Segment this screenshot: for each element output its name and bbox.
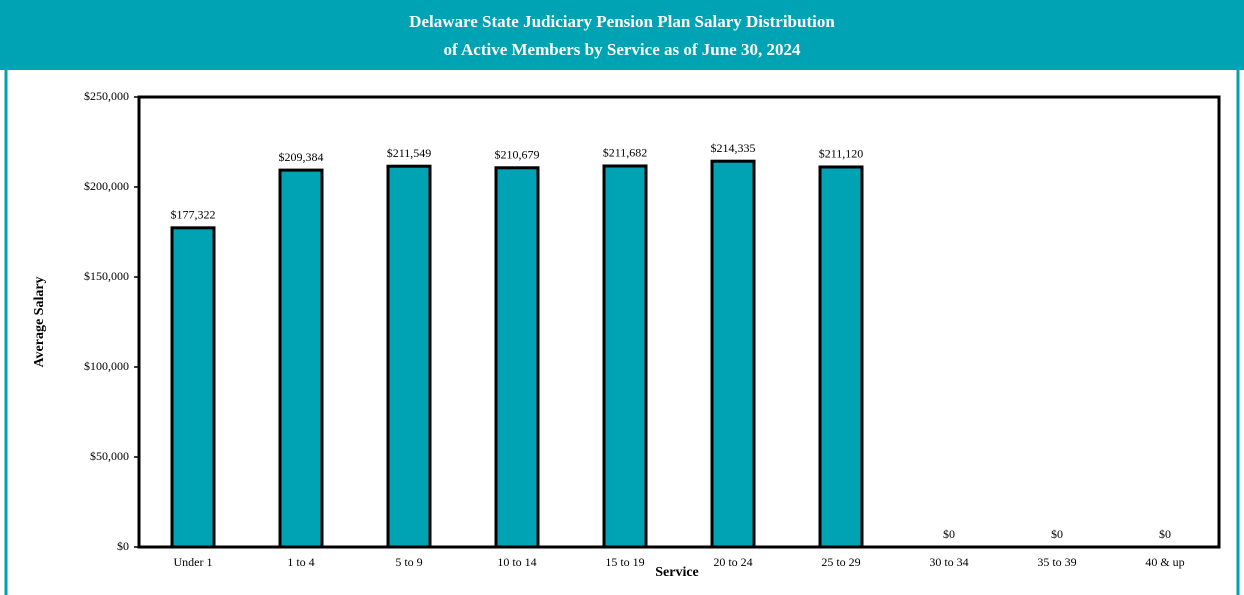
- value-label: $214,335: [711, 141, 756, 155]
- value-label: $211,549: [387, 146, 432, 160]
- y-tick-label: $100,000: [84, 359, 129, 373]
- chart-title: of Active Members by Service as of June …: [444, 40, 801, 59]
- y-axis-title: Average Salary: [32, 276, 47, 367]
- bar: [602, 164, 648, 549]
- plot-frame: [137, 95, 1221, 549]
- y-tick-label: $0: [117, 539, 129, 553]
- value-label: $211,682: [603, 146, 648, 160]
- x-tick-label: 20 to 24: [713, 555, 752, 569]
- x-tick-label: 1 to 4: [287, 555, 314, 569]
- y-tick-label: $250,000: [84, 89, 129, 103]
- chart-title: Delaware State Judiciary Pension Plan Sa…: [409, 12, 835, 31]
- bar: [386, 164, 432, 549]
- x-tick-label: 40 & up: [1145, 555, 1184, 569]
- x-tick-label: 30 to 34: [929, 555, 968, 569]
- bar: [494, 166, 540, 549]
- x-tick-label: 10 to 14: [497, 555, 536, 569]
- bar: [278, 168, 324, 549]
- x-tick-label: 15 to 19: [605, 555, 644, 569]
- bar: [710, 159, 756, 549]
- value-label: $209,384: [279, 150, 324, 164]
- header-band: [0, 0, 1244, 70]
- x-axis-title: Service: [655, 565, 699, 580]
- y-tick-label: $150,000: [84, 269, 129, 283]
- value-label: $0: [1159, 527, 1171, 541]
- x-tick-label: 5 to 9: [395, 555, 422, 569]
- x-tick-label: Under 1: [174, 555, 213, 569]
- value-label: $211,120: [819, 147, 864, 161]
- frame: [4, 0, 1240, 595]
- value-label: $210,679: [495, 148, 540, 162]
- y-tick-label: $200,000: [84, 179, 129, 193]
- value-label: $0: [943, 527, 955, 541]
- x-tick-label: 25 to 29: [821, 555, 860, 569]
- value-label: $177,322: [171, 208, 216, 222]
- bar: [170, 226, 216, 549]
- x-tick-label: 35 to 39: [1037, 555, 1076, 569]
- bar: [818, 165, 864, 549]
- value-label: $0: [1051, 527, 1063, 541]
- y-tick-label: $50,000: [90, 449, 129, 463]
